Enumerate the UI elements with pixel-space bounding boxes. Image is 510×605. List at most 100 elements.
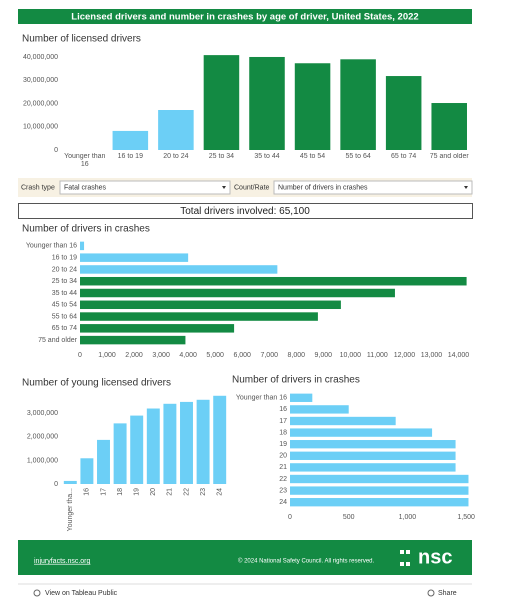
x-tick-label: 75 and older — [429, 153, 469, 160]
y-tick-label: 16 — [279, 406, 287, 413]
x-tick-label: Younger than 16 — [64, 153, 106, 168]
filter-label: Crash type — [21, 184, 55, 191]
y-tick-label: Younger than 16 — [236, 395, 287, 402]
y-tick-label: 0 — [54, 147, 58, 154]
x-tick-label: 4,000 — [179, 352, 197, 359]
y-tick-label: 16 to 19 — [52, 255, 77, 262]
x-tick-label: 2,000 — [125, 352, 143, 359]
x-tick-label: 24 — [217, 488, 224, 496]
filter-label: Count/Rate — [234, 184, 270, 191]
tableau-icon — [33, 589, 41, 597]
x-tick-label: 3,000 — [152, 352, 170, 359]
bar — [158, 110, 194, 150]
bar — [146, 408, 160, 484]
x-tick-label: 21 — [167, 488, 174, 496]
share-icon[interactable] — [427, 589, 435, 597]
x-tick-label: 35 to 44 — [254, 153, 280, 160]
bar — [290, 416, 396, 426]
y-tick-label: 19 — [279, 441, 287, 448]
bar — [203, 55, 240, 150]
bar — [290, 428, 433, 437]
bar — [80, 276, 467, 286]
x-tick-label: 0 — [78, 352, 82, 359]
x-tick-label: 5,000 — [206, 352, 224, 359]
x-tick-label-box: 35 to 44 — [254, 153, 280, 160]
bar — [290, 474, 469, 484]
logo-dots — [400, 550, 410, 566]
bar — [80, 458, 94, 484]
y-tick-label: Younger than 16 — [26, 243, 77, 250]
header-title: Licensed drivers and number in crashes b… — [71, 12, 418, 23]
total-box — [18, 203, 473, 219]
x-tick-label: 19 — [134, 488, 141, 496]
x-tick-label: 22 — [183, 488, 190, 496]
chart-title: Number of licensed drivers — [22, 34, 141, 45]
y-tick-label: 0 — [54, 481, 58, 488]
dropdown[interactable] — [273, 180, 473, 195]
y-tick-label: 40,000,000 — [23, 54, 58, 61]
x-tick-label: 16 — [84, 488, 91, 496]
bar — [340, 59, 376, 151]
x-tick-label: 1,000 — [98, 352, 116, 359]
bar — [80, 312, 318, 321]
bar — [290, 440, 456, 449]
bar — [249, 56, 285, 150]
bar — [80, 324, 235, 333]
bar — [431, 103, 467, 150]
y-tick-label: 65 to 74 — [52, 325, 77, 332]
bar — [130, 415, 144, 484]
bar — [112, 130, 149, 150]
x-tick-label: 1,500 — [457, 514, 475, 521]
x-tick-label: 16 to 19 — [117, 153, 143, 160]
x-tick-label: 25 to 34 — [208, 153, 235, 160]
x-tick-label-box: 75 and older — [429, 153, 469, 160]
y-tick-label: 22 — [279, 476, 287, 483]
x-tick-label: 0 — [288, 514, 292, 521]
bar — [113, 423, 127, 484]
bar — [213, 395, 227, 484]
y-tick-label: 25 to 34 — [52, 278, 77, 285]
bar — [63, 480, 77, 484]
x-tick-label: 13,000 — [421, 352, 443, 359]
x-tick-label: 45 to 54 — [299, 153, 326, 160]
dropdown-value[interactable]: Fatal crashes — [64, 184, 107, 191]
y-tick-label: 20,000,000 — [23, 100, 58, 107]
y-tick-label: 35 to 44 — [52, 290, 77, 297]
bar — [80, 300, 341, 310]
x-tick-label-box: 55 to 64 — [345, 153, 370, 160]
y-tick-label: 21 — [279, 464, 287, 471]
x-tick-label-box: 65 to 74 — [391, 153, 416, 160]
chart-title: Number of drivers in crashes — [22, 224, 150, 235]
y-tick-label: 45 to 54 — [52, 302, 77, 309]
toolbar-view[interactable]: View on Tableau Public — [45, 590, 118, 597]
footer-link[interactable]: injuryfacts.nsc.org — [34, 558, 91, 565]
bar — [290, 393, 313, 402]
x-tick-label-box: 16 to 19 — [117, 153, 143, 160]
toolbar-share[interactable]: Share — [438, 590, 457, 597]
y-tick-label: 2,000,000 — [27, 434, 58, 441]
y-tick-label: 10,000,000 — [23, 124, 58, 131]
y-tick-label: 17 — [279, 418, 287, 425]
bar — [290, 498, 469, 507]
bar — [290, 405, 349, 414]
bar — [385, 76, 422, 150]
x-tick-label: 20 to 24 — [163, 153, 189, 160]
footer-bar — [18, 540, 472, 575]
x-tick-label: 18 — [117, 488, 124, 496]
dropdown[interactable] — [59, 180, 231, 195]
x-tick-label: 14,000 — [448, 352, 470, 359]
x-tick-label-box: Younger than 16 — [64, 153, 106, 168]
dropdown-arrow[interactable] — [464, 186, 468, 189]
bar — [290, 463, 456, 472]
total-text: Total drivers involved: 65,100 — [180, 206, 310, 217]
x-tick-label: 7,000 — [260, 352, 278, 359]
header-bar — [18, 9, 472, 24]
bar — [97, 439, 110, 484]
dropdown-arrow[interactable] — [222, 186, 226, 189]
y-tick-label: 23 — [279, 487, 287, 494]
dropdown-value[interactable]: Number of drivers in crashes — [278, 184, 368, 191]
bar — [163, 403, 177, 484]
x-tick-label: 12,000 — [394, 352, 416, 359]
y-tick-label: 75 and older — [38, 337, 78, 344]
